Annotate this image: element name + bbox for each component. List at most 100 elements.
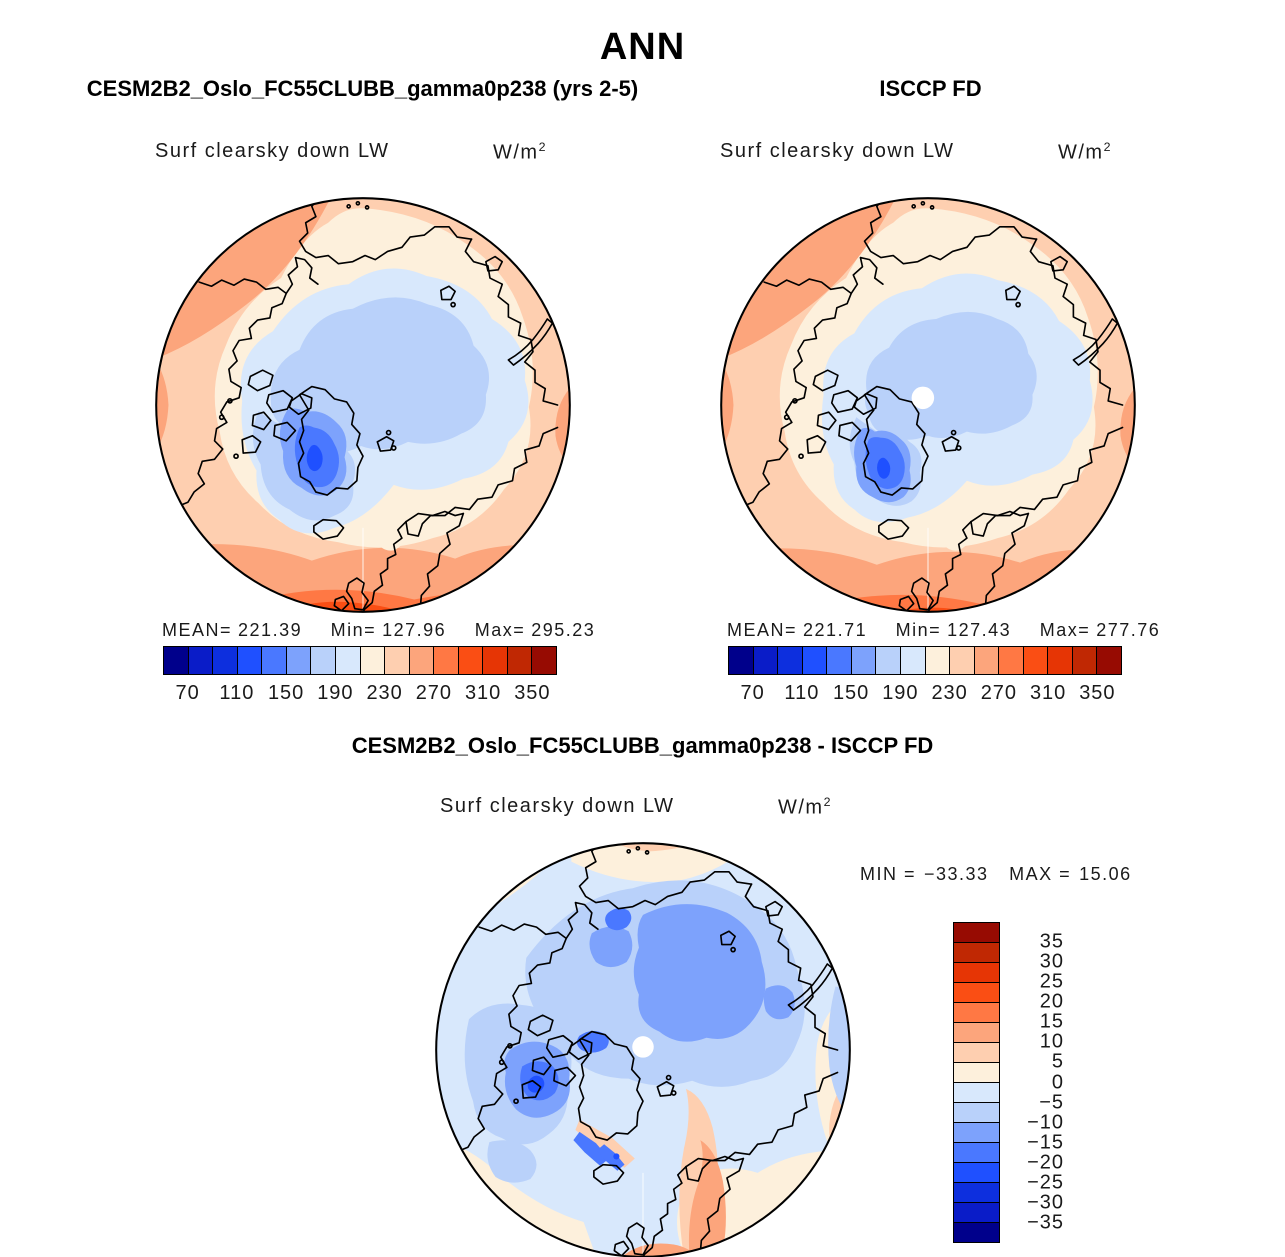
colorbar-cell xyxy=(954,942,999,962)
colorbar-tick-label: 270 xyxy=(980,682,1018,704)
colorbar-cell xyxy=(875,647,900,674)
obs-panel-title: ISCCP FD xyxy=(879,76,982,101)
obs-field-row: Surf clearsky down LW W/m2 xyxy=(720,140,1112,165)
obs-stats-line: MEAN= 221.71 Min= 127.43 Max= 277.76 xyxy=(727,620,1182,641)
model-max-value: 295.23 xyxy=(531,620,596,640)
colorbar-cell xyxy=(236,647,262,674)
colorbar-tick-label: 230 xyxy=(931,682,968,704)
colorbar-cell xyxy=(998,647,1023,674)
colorbar-tick-label: −10 xyxy=(1027,1111,1064,1134)
colorbar-cell xyxy=(187,647,213,674)
colorbar-cell xyxy=(954,1202,999,1222)
colorbar-tick-label: 190 xyxy=(882,682,919,704)
colorbar-tick-label: 150 xyxy=(267,682,305,704)
colorbar-cell xyxy=(359,647,385,674)
colorbar-cell xyxy=(949,647,974,674)
colorbar-cell xyxy=(506,647,532,674)
diff-stats-line: MIN = −33.33 MAX = 15.06 xyxy=(860,864,1146,885)
colorbar-cell xyxy=(954,1022,999,1042)
colorbar-cell xyxy=(261,647,286,674)
colorbar-cell xyxy=(1071,647,1097,674)
colorbar-cell xyxy=(752,647,778,674)
colorbar-cell xyxy=(954,923,999,942)
diff-contour-field xyxy=(436,843,850,1257)
obs-field-label: Surf clearsky down LW xyxy=(720,140,955,162)
colorbar-cell xyxy=(954,1182,999,1202)
colorbar-cell xyxy=(1096,647,1121,674)
colorbar-cell xyxy=(285,647,311,674)
colorbar-cell xyxy=(531,647,556,674)
colorbar-cell xyxy=(973,647,999,674)
colorbar-cell xyxy=(1022,647,1048,674)
diff-field-label: Surf clearsky down LW xyxy=(440,795,675,817)
colorbar-tick-label: 150 xyxy=(832,682,870,704)
colorbar-tick-label: 25 xyxy=(1039,970,1064,993)
model-mean-value: 221.39 xyxy=(238,620,303,640)
model-mean-label: MEAN= xyxy=(162,620,233,640)
colorbar-cell xyxy=(954,1142,999,1162)
colorbar-cell xyxy=(801,647,827,674)
colorbar-cell xyxy=(954,1042,999,1062)
pole-missing-data-dot xyxy=(632,1036,654,1058)
colorbar-tick-label: 15 xyxy=(1039,1010,1064,1033)
obs-max-value: 277.76 xyxy=(1096,620,1161,640)
colorbar-cell xyxy=(954,1222,999,1242)
pole-missing-data-dot xyxy=(911,386,935,410)
obs-colorbar-ticks: 70 110 150 190 230 270 310 350 xyxy=(728,682,1122,708)
season-title: ANN xyxy=(599,26,686,68)
colorbar-tick-label: 20 xyxy=(1039,990,1064,1013)
colorbar-cell xyxy=(954,1122,999,1142)
obs-mean-value: 221.71 xyxy=(803,620,868,640)
model-min-value: 127.96 xyxy=(382,620,447,640)
obs-contour-field xyxy=(721,198,1135,612)
map-boundary-circle xyxy=(155,197,571,613)
model-colorbar-ticks: 70 110 150 190 230 270 310 350 xyxy=(163,682,557,708)
colorbar-tick-label: 10 xyxy=(1039,1030,1064,1053)
colorbar-tick-label: 30 xyxy=(1039,950,1064,973)
model-field-label: Surf clearsky down LW xyxy=(155,140,390,162)
colorbar-cell xyxy=(954,982,999,1002)
model-panel-title: CESM2B2_Oslo_FC55CLUBB_gamma0p238 (yrs 2… xyxy=(86,76,639,101)
colorbar-cell xyxy=(850,647,876,674)
diff-min-value: −33.33 xyxy=(924,864,989,884)
colorbar-tick-label: 70 xyxy=(740,682,765,704)
colorbar-tick-label: −35 xyxy=(1027,1211,1064,1234)
model-colorbar xyxy=(163,646,557,675)
colorbar-tick-label: 310 xyxy=(464,682,502,704)
colorbar-tick-label: −25 xyxy=(1027,1171,1064,1194)
model-units-label: W/m2 xyxy=(493,140,547,164)
diff-field-row: Surf clearsky down LW W/m2 xyxy=(440,795,832,820)
colorbar-tick-label: 0 xyxy=(1051,1071,1064,1093)
diff-max-label: MAX = xyxy=(1009,864,1072,884)
colorbar-cell xyxy=(310,647,335,674)
model-contour-field xyxy=(156,198,570,612)
colorbar-cell xyxy=(1047,647,1072,674)
colorbar-cell xyxy=(164,647,188,674)
colorbar-tick-label: −15 xyxy=(1027,1131,1064,1154)
colorbar-cell xyxy=(334,647,360,674)
model-polar-map xyxy=(155,197,571,613)
colorbar-tick-label: −20 xyxy=(1027,1151,1064,1174)
colorbar-tick-label: 110 xyxy=(784,682,820,704)
colorbar-cell xyxy=(954,1162,999,1182)
diff-colorbar xyxy=(953,922,1000,1243)
colorbar-cell xyxy=(899,647,925,674)
colorbar-cell xyxy=(954,962,999,982)
colorbar-tick-label: 110 xyxy=(219,682,255,704)
diff-polar-map xyxy=(435,842,851,1257)
colorbar-tick-label: 350 xyxy=(1079,682,1116,704)
colorbar-tick-label: 350 xyxy=(514,682,551,704)
obs-min-label: Min= xyxy=(895,620,942,640)
obs-polar-map xyxy=(720,197,1136,613)
colorbar-cell xyxy=(777,647,802,674)
diff-colorbar-ticks: 35 30 25 20 15 10 5 0 −5 −10 −15 −20 −25 −30 −35 xyxy=(1004,922,1064,1243)
colorbar-cell xyxy=(954,1062,999,1082)
colorbar-tick-label: 230 xyxy=(366,682,403,704)
colorbar-cell xyxy=(212,647,237,674)
diff-panel-title: CESM2B2_Oslo_FC55CLUBB_gamma0p238 - ISCC… xyxy=(351,733,934,758)
model-stats-line: MEAN= 221.39 Min= 127.96 Max= 295.23 xyxy=(162,620,617,641)
diff-units-label: W/m2 xyxy=(778,795,832,819)
model-field-row: Surf clearsky down LW W/m2 xyxy=(155,140,547,165)
colorbar-cell xyxy=(924,647,950,674)
